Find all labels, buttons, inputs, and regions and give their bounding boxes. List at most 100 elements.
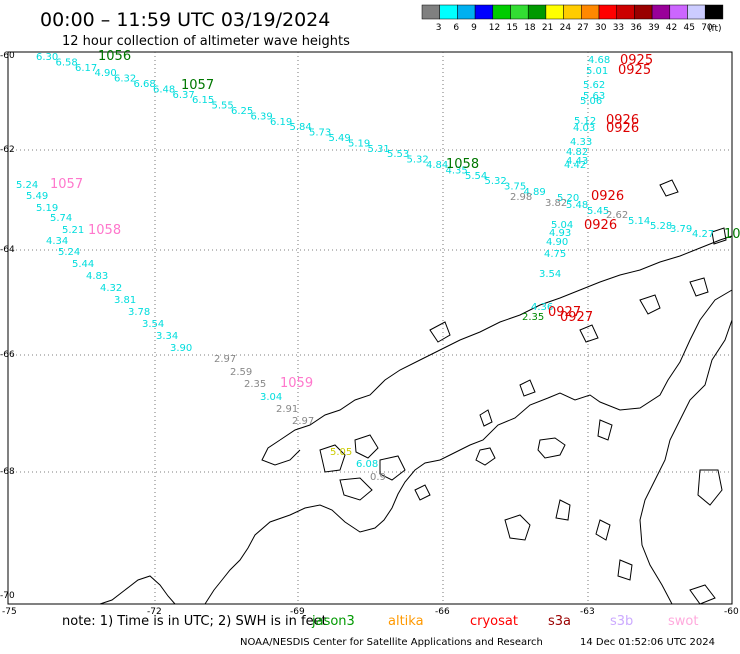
- wave-height-value: 5.44: [72, 259, 94, 270]
- wave-height-value: 5.74: [50, 213, 72, 224]
- colorbar-swatch: [704, 4, 724, 20]
- pass-time-label: 1058: [446, 157, 479, 172]
- wave-height-value: 4.27: [692, 229, 714, 240]
- wave-height-value: 3.82: [545, 198, 567, 209]
- wave-height-value: 2.97: [214, 354, 236, 365]
- colorbar-tick-label: 27: [577, 23, 588, 33]
- wave-height-value: 3.54: [142, 319, 164, 330]
- colorbar-swatch: [687, 4, 706, 20]
- lat-tick-label: -64: [0, 245, 15, 255]
- wave-height-value: 5.62: [583, 80, 605, 91]
- latitude-labels: -60 -62 -64 -66 -68 -70: [0, 51, 15, 601]
- pass-time-label: 0925: [620, 53, 653, 68]
- wave-height-value: 5.73: [309, 128, 331, 139]
- lat-tick-label: -62: [0, 145, 15, 155]
- wave-height-value: 6.17: [75, 63, 97, 74]
- colorbar-unit: (ft): [708, 24, 722, 34]
- colorbar-swatch: [598, 4, 617, 20]
- satellite-legend-item: swot: [668, 614, 698, 629]
- lat-lon-grid: [8, 52, 732, 604]
- wave-height-value: 3.54: [539, 269, 561, 280]
- wave-height-value: 5.04: [551, 220, 573, 231]
- wave-height-value: 5.32: [485, 176, 507, 187]
- wave-height-value: 2.59: [230, 367, 252, 378]
- wave-height-value: 5.12: [574, 116, 596, 127]
- wave-height-value: 6.39: [251, 111, 273, 122]
- colorbar-swatch: [545, 4, 564, 20]
- pass-time-label: 1057: [50, 177, 83, 192]
- wave-height-value: 2.97: [292, 416, 314, 427]
- wave-height-value: 6.37: [173, 90, 195, 101]
- wave-height-value: 4.34: [46, 236, 68, 247]
- wave-height-value: 4.32: [100, 283, 122, 294]
- colorbar-swatch: [669, 4, 688, 20]
- colorbar-swatch: [492, 4, 511, 20]
- wave-height-value: 3.34: [156, 331, 178, 342]
- wave-height-value: 5.49: [329, 133, 351, 144]
- colorbar-tick-label: 30: [595, 23, 607, 33]
- wave-height-value: 2.91: [276, 404, 298, 415]
- wave-height-value: 6.25: [231, 106, 253, 117]
- lat-tick-label: -60: [0, 51, 15, 61]
- footer-timestamp: 14 Dec 01:52:06 UTC 2024: [580, 637, 715, 648]
- wave-height-value: 4.90: [546, 237, 568, 248]
- wave-height-value: 5.53: [387, 149, 409, 160]
- pass-time-label: 0926: [591, 189, 624, 204]
- wave-height-value: 6.58: [56, 57, 78, 68]
- colorbar-tick-label: 9: [471, 23, 477, 33]
- lon-tick-label: -69: [290, 607, 305, 617]
- wave-height-value: 5.24: [58, 247, 80, 258]
- wave-height-value: 2.62: [606, 210, 628, 221]
- page-subtitle: 12 hour collection of altimeter wave hei…: [62, 34, 350, 49]
- wave-height-value: 4.82: [566, 147, 588, 158]
- wave-height-value: 3.79: [670, 224, 692, 235]
- wave-height-value: 6.30: [36, 52, 58, 63]
- track-values: 6.306.586.174.906.326.686.486.376.155.55…: [16, 52, 714, 483]
- wave-height-value: 6.68: [134, 79, 156, 90]
- lat-tick-label: -66: [0, 350, 15, 360]
- wave-height-value: 4.33: [570, 137, 592, 148]
- satellite-legend: jason3 altika cryosat s3a s3b swot: [311, 614, 698, 629]
- colorbar-swatch: [616, 4, 635, 20]
- wave-height-value: 5.84: [290, 122, 312, 133]
- coastline: [99, 179, 733, 605]
- footer-credit: NOAA/NESDIS Center for Satellite Applica…: [240, 637, 543, 648]
- time-labels: 1056105710581010571058105909250925092609…: [50, 49, 740, 391]
- lon-tick-label: -66: [435, 607, 450, 617]
- lon-tick-label: -72: [147, 607, 162, 617]
- wave-height-value: 0.9: [370, 472, 386, 483]
- colorbar-tick-label: 36: [630, 23, 642, 33]
- satellite-legend-item: cryosat: [470, 614, 518, 629]
- wave-height-value: 5.19: [36, 203, 58, 214]
- colorbar-swatch: [457, 4, 476, 20]
- pass-time-label: 0927: [560, 310, 593, 325]
- wave-height-value: 3.90: [170, 343, 192, 354]
- pass-time-label: 1056: [98, 49, 131, 64]
- wave-height-value: 4.90: [95, 68, 117, 79]
- pass-time-label: 1058: [88, 223, 121, 238]
- pass-time-label: 1059: [280, 376, 313, 391]
- colorbar-tick-label: 33: [613, 23, 624, 33]
- pass-time-label: 10: [724, 227, 740, 242]
- wave-height-value: 5.55: [212, 101, 234, 112]
- colorbar-tick-label: 18: [524, 23, 536, 33]
- satellite-legend-item: s3a: [548, 614, 571, 629]
- colorbar-swatch: [510, 4, 529, 20]
- colorbar-swatch: [474, 4, 494, 20]
- wave-height-value: 5.45: [587, 206, 609, 217]
- pass-time-label: 0926: [606, 113, 639, 128]
- wave-height-value: 6.08: [356, 459, 378, 470]
- colorbar-tick-label: 6: [453, 23, 459, 33]
- wave-height-value: 5.48: [566, 200, 588, 211]
- wave-height-value: 3.78: [128, 307, 150, 318]
- colorbar-tick-label: 42: [666, 23, 677, 33]
- wave-height-value: 4.89: [524, 187, 546, 198]
- colorbar-tick-label: 21: [542, 23, 553, 33]
- wave-height-value: 4.03: [573, 123, 595, 134]
- colorbar-tick-label: 12: [489, 23, 500, 33]
- lon-tick-label: -75: [2, 607, 17, 617]
- lat-tick-label: -68: [0, 467, 15, 477]
- wave-height-value: 5.01: [586, 66, 608, 77]
- wave-height-value: 6.19: [270, 117, 292, 128]
